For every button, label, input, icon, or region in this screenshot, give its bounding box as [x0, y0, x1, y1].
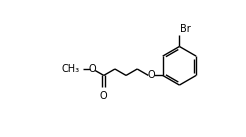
- Text: O: O: [89, 64, 96, 74]
- Text: O: O: [148, 70, 155, 80]
- Text: O: O: [100, 91, 108, 101]
- Text: Br: Br: [180, 24, 191, 34]
- Text: CH₃: CH₃: [62, 64, 79, 74]
